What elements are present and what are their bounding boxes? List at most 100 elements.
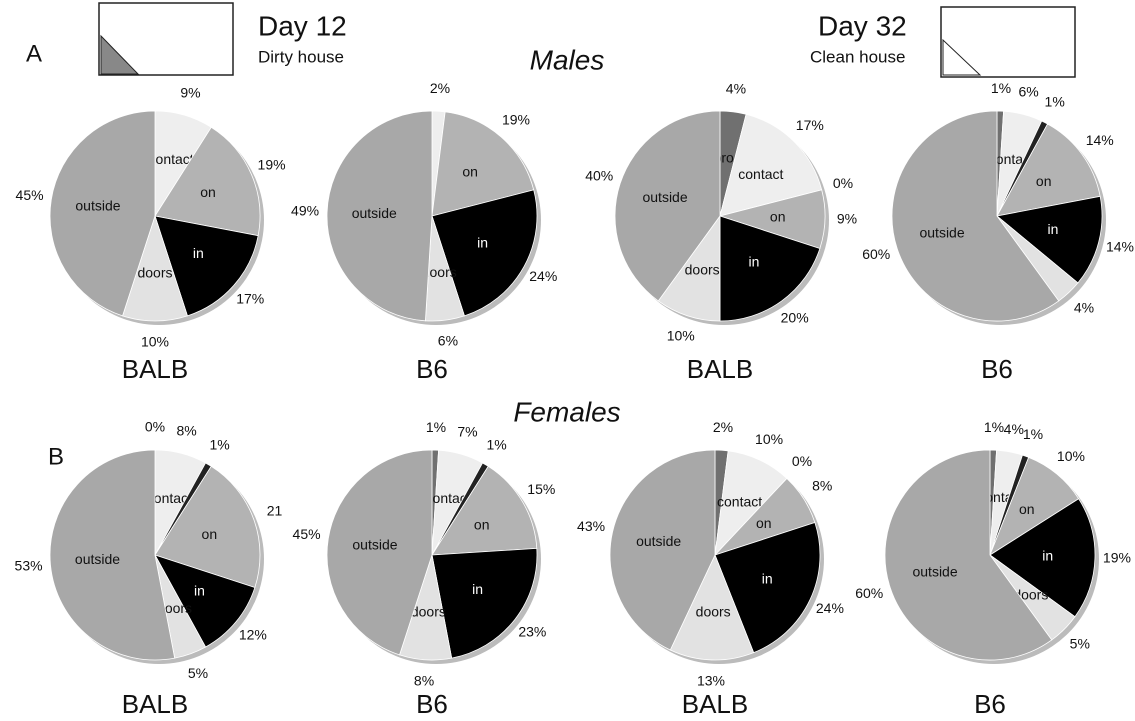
value-label: 2% [430, 80, 450, 96]
slice-name: on [1019, 501, 1035, 517]
value-label: 0% [792, 453, 812, 469]
pie-title: B6 [416, 689, 448, 719]
pie-title: B6 [981, 354, 1013, 384]
value-label: 8% [414, 672, 434, 688]
slice-name: contact [147, 490, 192, 506]
value-label: 49% [291, 203, 319, 219]
value-label: 19% [258, 156, 286, 172]
value-label: 6% [1018, 84, 1038, 100]
slice-name: outside [912, 564, 957, 580]
pie-slice [884, 449, 1053, 661]
slice-name: outside [75, 551, 120, 567]
pie-slice [154, 126, 261, 237]
value-label: 7% [457, 424, 477, 440]
value-label: 10% [667, 327, 695, 343]
slice-name: on [202, 526, 218, 542]
value-label: 24% [529, 268, 557, 284]
pie-slice [154, 465, 261, 588]
value-label: 1% [210, 436, 230, 452]
value-label: 21 [267, 503, 283, 519]
value-label: 8% [176, 423, 196, 439]
pie-title: B6 [974, 689, 1006, 719]
value-label: 23% [518, 624, 546, 640]
slice-name: outside [919, 225, 964, 241]
slice-name: doors [685, 262, 720, 278]
value-label: 43% [577, 518, 605, 534]
value-label: 10% [1057, 448, 1085, 464]
pie-slice [719, 215, 821, 322]
slice-name: in [477, 235, 488, 251]
value-label: 60% [862, 246, 890, 262]
value-label: 13% [697, 673, 725, 689]
slice-name: in [472, 581, 483, 597]
value-label: 45% [293, 526, 321, 542]
slice-name: on [770, 209, 786, 225]
value-label: 9% [180, 85, 200, 101]
value-label: 8% [812, 478, 832, 494]
pie-slice [431, 547, 538, 659]
value-label: 4% [726, 81, 746, 97]
value-label: 5% [1070, 636, 1090, 652]
slice-name: doors [137, 264, 172, 280]
group-label: Females [513, 396, 620, 427]
value-label: 19% [1103, 550, 1131, 566]
value-label: 20% [781, 309, 809, 325]
value-label: 45% [16, 187, 44, 203]
slice-name: doors [411, 603, 446, 619]
pie-slice [989, 498, 1096, 618]
pie-slice [49, 110, 156, 317]
value-label: 4% [1074, 299, 1094, 315]
value-label: 17% [796, 117, 824, 133]
pie-slice [326, 449, 433, 656]
day-label: Day 12 [258, 10, 347, 41]
value-label: 1% [991, 80, 1011, 96]
value-label: 1% [1023, 426, 1043, 442]
value-label: 6% [438, 333, 458, 349]
value-label: 0% [145, 419, 165, 435]
value-label: 0% [833, 175, 853, 191]
value-label: 12% [239, 627, 267, 643]
slice-name: in [1042, 548, 1053, 564]
value-label: 9% [837, 211, 857, 227]
slice-name: on [1036, 173, 1052, 189]
slice-name: outside [75, 198, 120, 214]
pie-slice [609, 449, 716, 651]
value-label: 10% [755, 431, 783, 447]
pie-slice [891, 110, 1060, 322]
pie-slice [154, 215, 259, 317]
value-label: 1% [1045, 94, 1065, 110]
slice-name: in [1047, 221, 1058, 237]
value-label: 40% [585, 167, 613, 183]
panel-label: B [48, 443, 64, 470]
value-label: 53% [15, 558, 43, 574]
value-label: 60% [855, 585, 883, 601]
slice-name: on [462, 163, 478, 179]
condition-label: Dirty house [258, 47, 344, 66]
slice-name: outside [642, 189, 687, 205]
slice-name: on [200, 184, 216, 200]
slice-name: contact [738, 166, 783, 182]
legend-box [98, 2, 234, 76]
slice-name: on [756, 515, 772, 531]
value-label: 15% [527, 481, 555, 497]
slice-name: in [762, 570, 773, 586]
pie-slice [431, 465, 538, 556]
value-label: 14% [1086, 132, 1114, 148]
pie-title: BALB [122, 354, 189, 384]
pie-slice [154, 554, 256, 648]
pie-slice [326, 110, 433, 322]
slice-name: outside [352, 537, 397, 553]
pie-slice [996, 195, 1103, 284]
slice-name: contact [149, 151, 194, 167]
slice-name: contact [717, 493, 762, 509]
slice-name: in [193, 245, 204, 261]
slice-name: contact [426, 490, 471, 506]
slice-name: in [748, 253, 759, 269]
legend-triangle [100, 34, 140, 75]
value-label: 17% [236, 291, 264, 307]
slice-name: on [474, 516, 490, 532]
legend-box [940, 6, 1076, 78]
pie-slice [714, 522, 821, 654]
pie-slice [49, 449, 176, 661]
